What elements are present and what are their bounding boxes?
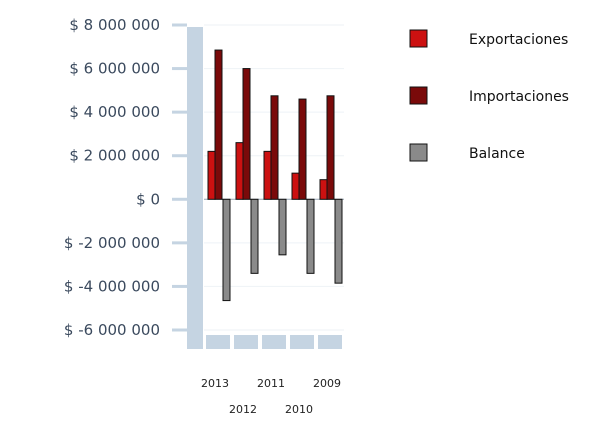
bar-balance-2011: [278, 198, 287, 256]
legend-swatch: [409, 29, 428, 48]
legend: Exportaciones Importaciones Balance: [409, 29, 569, 162]
bar-exportaciones-2013: [207, 150, 216, 200]
bar-importaciones-2011: [270, 95, 279, 200]
y-tick-label: $ -2 000 000: [64, 234, 160, 252]
x-tick-label: 2012: [229, 403, 257, 416]
bar-balance-2012: [250, 198, 259, 274]
y-tick-label: $ 4 000 000: [69, 103, 160, 121]
x-axis-band-segment: [262, 335, 286, 349]
bar-balance-2013: [222, 198, 231, 302]
x-tick-label: 2009: [313, 377, 341, 390]
y-tick-label: $ 8 000 000: [69, 16, 160, 34]
bar-balance-2009: [334, 198, 343, 284]
bar-importaciones-2012: [242, 68, 251, 200]
legend-label: Balance: [469, 146, 525, 162]
legend-label: Importaciones: [469, 89, 569, 105]
x-tick-label: 2011: [257, 377, 285, 390]
bar-exportaciones-2010: [291, 172, 300, 200]
x-axis-band-segment: [318, 335, 342, 349]
legend-swatch: [409, 143, 428, 162]
x-axis-band-segment: [206, 335, 230, 349]
y-tick-label: $ -4 000 000: [64, 277, 160, 295]
bar-exportaciones-2011: [263, 150, 272, 200]
bar-importaciones-2010: [298, 98, 307, 200]
y-tick-label: $ 0: [136, 190, 160, 208]
y-tick-label: $ 6 000 000: [69, 60, 160, 78]
legend-label: Exportaciones: [469, 32, 568, 48]
bar-balance-2010: [306, 198, 315, 274]
bar-exportaciones-2009: [319, 179, 328, 200]
legend-swatch: [409, 86, 428, 105]
bar-exportaciones-2012: [235, 142, 244, 200]
y-tick-label: $ -6 000 000: [64, 321, 160, 339]
bar-importaciones-2009: [326, 95, 335, 200]
x-tick-label: 2013: [201, 377, 229, 390]
axis-bars: [172, 23, 342, 349]
bars: [207, 49, 343, 302]
x-axis-band-segment: [290, 335, 314, 349]
bar-importaciones-2013: [214, 49, 223, 200]
x-tick-label: 2010: [285, 403, 313, 416]
y-axis-band: [187, 27, 203, 349]
x-axis-band-segment: [234, 335, 258, 349]
y-tick-label: $ 2 000 000: [69, 147, 160, 165]
y-axis-ticks: $ 8 000 000 $ 6 000 000 $ 4 000 000 $ 2 000…: [64, 16, 160, 339]
